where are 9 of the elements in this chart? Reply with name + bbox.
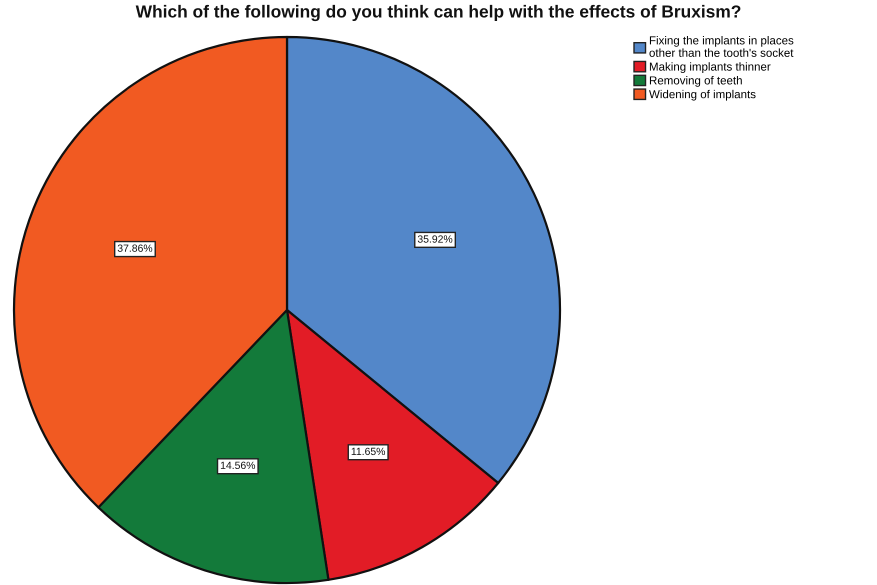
data-label: 14.56%	[220, 462, 256, 470]
chart-title: Which of the following do you think can help with the effects of Bruxism?	[136, 4, 740, 22]
legend-label: Making implants thinner	[650, 62, 771, 73]
data-label: 35.92%	[418, 235, 452, 243]
legend-label: Removing of teeth	[650, 76, 742, 87]
legend-label: Fixing the implants in places other than the tooth's socket	[649, 36, 794, 57]
legend-label: Widening of implants	[649, 90, 756, 101]
data-label: 11.65%	[352, 448, 386, 456]
data-label: 37.86%	[118, 244, 152, 252]
